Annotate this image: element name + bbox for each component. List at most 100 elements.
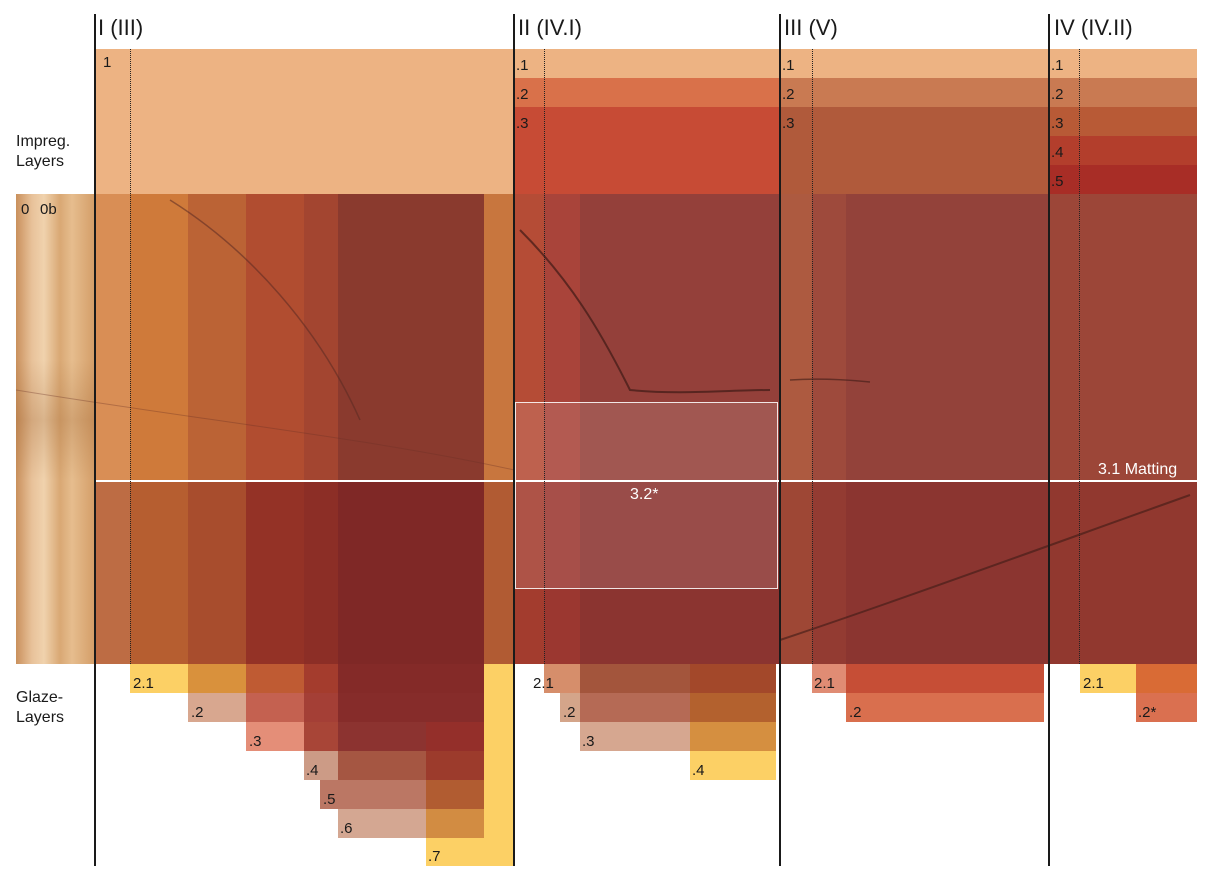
glaze-label-col1-7: .7 <box>428 848 441 865</box>
impreg-band-col4-3 <box>1050 107 1197 136</box>
impreg-label-col2-2: .2 <box>516 86 529 103</box>
sample-col2-step3 <box>580 194 780 664</box>
dotted-line-col2 <box>544 49 545 664</box>
wood-sample-strip <box>16 194 96 664</box>
dotted-line-col1 <box>130 49 131 664</box>
matting-zone <box>96 482 1197 664</box>
impreg-label-col4-4: .4 <box>1051 144 1064 161</box>
impreg-band-col4-1 <box>1050 49 1197 78</box>
glaze-label-col2-3: .3 <box>582 733 595 750</box>
impreg-band-col3-3 <box>780 107 1050 194</box>
sample-col2-step2 <box>544 194 580 664</box>
impreg-band-col2-2 <box>514 78 780 107</box>
glaze-label-col4-2-star: .2* <box>1138 704 1157 721</box>
glaze-col1-row2-d <box>338 693 484 722</box>
glaze-label-col3-2: .2 <box>849 704 862 721</box>
impreg-band-col4-5 <box>1050 165 1197 194</box>
column-divider-3 <box>779 14 781 866</box>
glaze-col1-row4-e <box>426 751 484 780</box>
glaze-layers-label: Glaze- Layers <box>16 689 65 726</box>
glaze-label-col3-2-1: 2.1 <box>814 675 835 692</box>
glaze-label-col1-6: .6 <box>340 820 353 837</box>
column-divider-1 <box>94 14 96 866</box>
glaze-label-col1-2: .2 <box>191 704 204 721</box>
glaze-label-col4-2-1: 2.1 <box>1083 675 1104 692</box>
impreg-label-col4-1: .1 <box>1051 57 1064 74</box>
impreg-band-col1 <box>96 49 514 194</box>
sample-col1-step4 <box>246 194 304 664</box>
glaze-label-col2-2-1: 2.1 <box>533 675 554 692</box>
sample-col1-step3 <box>188 194 246 664</box>
glaze-col1-row5-e <box>426 780 484 809</box>
glaze-col2-3 <box>580 722 690 751</box>
glaze-col1-7 <box>426 838 484 866</box>
impreg-band-col2-3 <box>514 107 780 194</box>
glaze-col1-row2-c <box>304 693 338 722</box>
glaze-col2-2 <box>560 693 580 722</box>
glaze-col1-7-tail <box>484 664 514 866</box>
column-header-1: I (III) <box>98 15 144 40</box>
impreg-label-col2-3: .3 <box>516 115 529 132</box>
impreg-band-col3-2 <box>780 78 1050 107</box>
glaze-col1-row1-a <box>188 664 246 693</box>
glaze-col1-row1-c <box>304 664 338 693</box>
glaze-col1-row3-d <box>338 722 426 751</box>
glaze-col3-row1-b <box>846 664 1044 693</box>
column-header-2: II (IV.I) <box>518 15 582 40</box>
glaze-label-col1-4: .4 <box>306 762 319 779</box>
sample-col2-step1 <box>514 194 544 664</box>
glaze-col2-row3-c <box>690 722 776 751</box>
glaze-col1-row1-b <box>246 664 304 693</box>
glaze-col1-row2-b <box>246 693 304 722</box>
dotted-line-col3 <box>812 49 813 664</box>
wood-label-0b: 0b <box>40 201 57 218</box>
sample-col3-step1 <box>780 194 812 664</box>
sample-col4-step1 <box>1050 194 1197 664</box>
glaze-col4-2-1 <box>1080 664 1136 693</box>
glaze-col1-3 <box>246 722 304 751</box>
impreg-band-col4-2 <box>1050 78 1197 107</box>
column-header-4: IV (IV.II) <box>1054 15 1133 40</box>
glaze-col2-4 <box>690 751 776 780</box>
impreg-label-col2-1: .1 <box>516 57 529 74</box>
glaze-col2-row2-b <box>580 693 690 722</box>
glaze-col1-4 <box>304 751 338 780</box>
impreg-label-col1-1: 1 <box>103 54 112 71</box>
impreg-label-col3-3: .3 <box>782 115 795 132</box>
glaze-col4-2 <box>1136 693 1197 722</box>
wood-label-0: 0 <box>21 201 30 218</box>
glaze-col4-row1-b <box>1136 664 1197 693</box>
sample-col1-step5 <box>304 194 338 664</box>
dotted-line-col4 <box>1079 49 1080 664</box>
glaze-label-col2-4: .4 <box>692 762 705 779</box>
glaze-col2-row1-c <box>690 664 776 693</box>
glaze-col1-row6-e <box>426 809 484 838</box>
glaze-col2-row2-c <box>690 693 776 722</box>
impreg-band-col3-1 <box>780 49 1050 78</box>
impreg-band-col2-1 <box>514 49 780 78</box>
glaze-label-col1-2-1: 2.1 <box>133 675 154 692</box>
glaze-col3-2-1 <box>812 664 846 693</box>
impregnation-layers-label: Impreg. Layers <box>16 133 71 170</box>
glaze-label-col2-2: .2 <box>563 704 576 721</box>
sample-col1-step1 <box>96 194 130 664</box>
sample-col3-step3 <box>846 194 1050 664</box>
impreg-label-col4-2: .2 <box>1051 86 1064 103</box>
impreg-label-col4-3: .3 <box>1051 115 1064 132</box>
sample-col1-step6 <box>338 194 484 664</box>
impreg-label-col4-5: .5 <box>1051 173 1064 190</box>
glaze-label-col1-5: .5 <box>323 791 336 808</box>
glaze-col2-2-1 <box>544 664 580 693</box>
glaze-col1-row3-e <box>426 722 484 751</box>
area-3-2-label: 3.2* <box>630 486 659 503</box>
glaze-col2-row1-b <box>580 664 690 693</box>
matting-label: 3.1 Matting <box>1098 461 1178 478</box>
glaze-col1-2-1 <box>130 664 188 693</box>
column-divider-2 <box>513 14 515 866</box>
column-header-3: III (V) <box>784 15 838 40</box>
sample-col1-step2 <box>130 194 188 664</box>
glaze-col1-2 <box>188 693 246 722</box>
sample-col3-step2 <box>812 194 846 664</box>
glaze-col1-5 <box>320 780 426 809</box>
